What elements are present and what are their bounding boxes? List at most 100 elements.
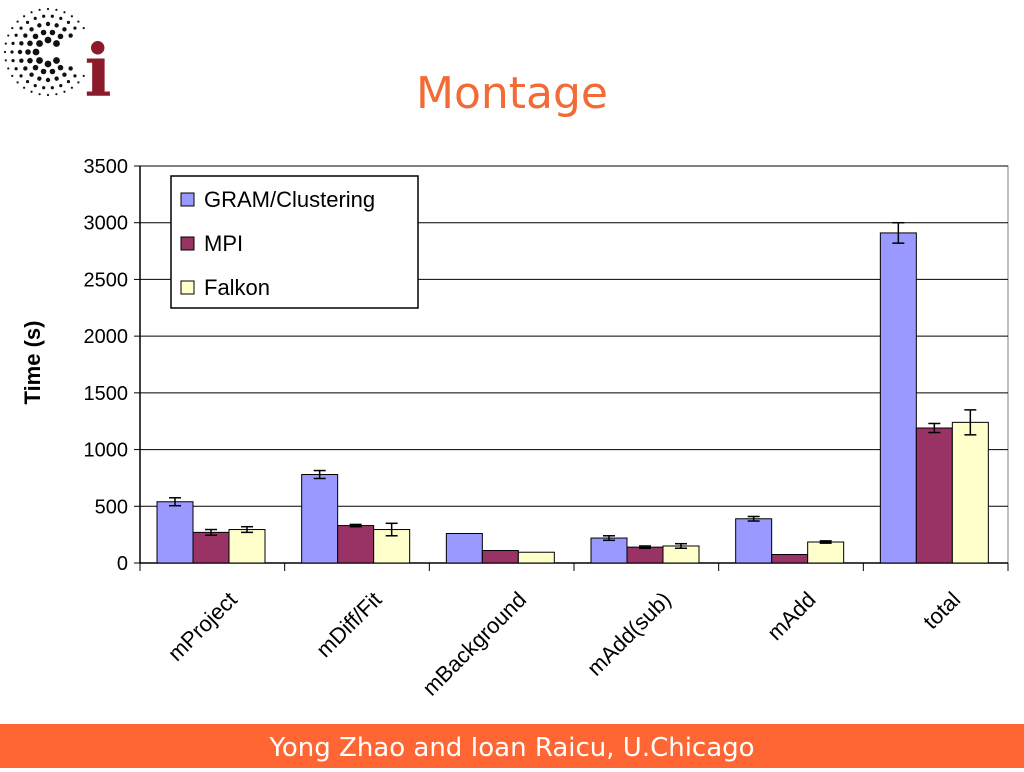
logo-dot <box>23 33 28 38</box>
logo-dot <box>19 41 24 46</box>
logo: i <box>3 7 112 110</box>
slide-title: Montage <box>416 68 608 119</box>
logo-dot <box>14 67 18 71</box>
y-tick-label: 500 <box>95 496 128 518</box>
bar-gram-clustering <box>301 474 339 564</box>
logo-dot <box>29 27 34 32</box>
logo-dot <box>4 59 7 62</box>
logo-dot <box>70 86 73 89</box>
logo-dot <box>19 58 24 63</box>
logo-dot <box>14 33 18 37</box>
bar-chart: 0 500 1000 1500 2000 2500 3000 3500 Time (s) mPro… <box>20 156 1009 701</box>
logo-dot <box>54 76 59 81</box>
y-axis-label: Time (s) <box>20 321 45 405</box>
legend-swatch <box>180 236 195 251</box>
logo-dot <box>32 64 39 71</box>
footer: Yong Zhao and Ioan Raicu, U.Chicago <box>0 724 1024 768</box>
bar-mpi <box>481 550 519 564</box>
logo-dot <box>23 15 26 18</box>
legend-label: Falkon <box>204 275 270 300</box>
logo-dot <box>30 90 33 93</box>
logo-dot <box>25 80 30 84</box>
logo-dot <box>7 67 10 70</box>
logo-dot <box>27 57 33 64</box>
logo-dot <box>17 49 23 55</box>
logo-dot <box>36 57 43 64</box>
logo-dot <box>38 8 41 11</box>
logo-dot <box>36 40 43 47</box>
logo-dot <box>19 26 23 30</box>
logo-dot <box>19 74 23 78</box>
logo-dot <box>7 34 10 37</box>
logo-dot <box>45 77 51 83</box>
logo-dot <box>73 74 77 78</box>
logo-dot <box>33 84 37 88</box>
y-tick-label: 3000 <box>84 213 129 235</box>
y-tick-label: 2500 <box>84 269 129 291</box>
logo-dot <box>49 29 56 36</box>
x-tick-label: total <box>918 587 965 634</box>
logo-dot <box>11 74 14 77</box>
logo-dot <box>77 20 80 23</box>
logo-dot <box>11 27 14 30</box>
logo-dot <box>27 40 33 47</box>
logo-dot <box>66 80 71 84</box>
x-tick-label: mProject <box>163 587 242 666</box>
logo-dot <box>25 20 30 24</box>
x-tick-label: mAdd(sub) <box>582 587 676 681</box>
bar-mpi <box>192 531 230 564</box>
logo-dot <box>62 72 67 77</box>
legend-label: GRAM/Clustering <box>204 187 375 212</box>
logo-dot <box>68 33 73 38</box>
x-tick-label: mDiff/Fit <box>311 587 386 662</box>
logo-dot <box>44 36 52 44</box>
logo-dot <box>42 14 46 18</box>
bar-gram-clustering <box>156 501 194 564</box>
logo-dot <box>50 14 54 18</box>
logo-dot <box>16 20 19 23</box>
logo-dot <box>53 40 60 47</box>
logo-dot <box>59 16 63 20</box>
logo-dot <box>57 33 64 40</box>
logo-dot <box>63 11 66 14</box>
legend-label: MPI <box>204 231 243 256</box>
logo-letter: i <box>84 28 111 110</box>
logo-dot <box>50 86 54 90</box>
logo-dot <box>32 33 39 40</box>
logo-dot <box>68 66 73 71</box>
legend-swatch <box>180 280 195 295</box>
logo-dot <box>4 42 7 45</box>
bar-mpi <box>915 427 953 564</box>
y-tick-label: 0 <box>117 553 128 575</box>
logo-dot <box>37 76 42 81</box>
logo-dot <box>25 49 31 55</box>
logo-dot <box>42 86 46 90</box>
logo-dot <box>55 8 58 11</box>
legend-swatch <box>180 192 195 207</box>
logo-dot <box>59 84 63 88</box>
bar-gram-clustering <box>590 537 628 564</box>
logo-dot <box>3 50 7 54</box>
logo-dot <box>38 93 41 96</box>
logo-dot <box>57 64 64 71</box>
logo-dot <box>32 48 40 56</box>
bar-gram-clustering <box>445 533 483 564</box>
logo-dot <box>16 81 19 84</box>
y-tick-label: 1500 <box>84 383 129 405</box>
x-tick-label: mBackground <box>418 587 532 701</box>
logo-dot <box>10 50 14 54</box>
bar-falkon <box>228 529 266 564</box>
logo-dot <box>55 93 58 96</box>
y-tick-label: 1000 <box>84 440 129 462</box>
logo-dot <box>63 90 66 93</box>
bar-falkon <box>951 421 989 564</box>
logo-dot <box>62 27 67 32</box>
logo-dot <box>40 29 47 36</box>
logo-dot <box>45 21 51 27</box>
y-tick-label: 2000 <box>84 326 129 348</box>
logo-dot <box>66 20 71 24</box>
bar-falkon <box>807 541 845 564</box>
legend <box>170 175 419 309</box>
bar-mpi <box>626 546 664 564</box>
logo-dot <box>40 68 47 75</box>
